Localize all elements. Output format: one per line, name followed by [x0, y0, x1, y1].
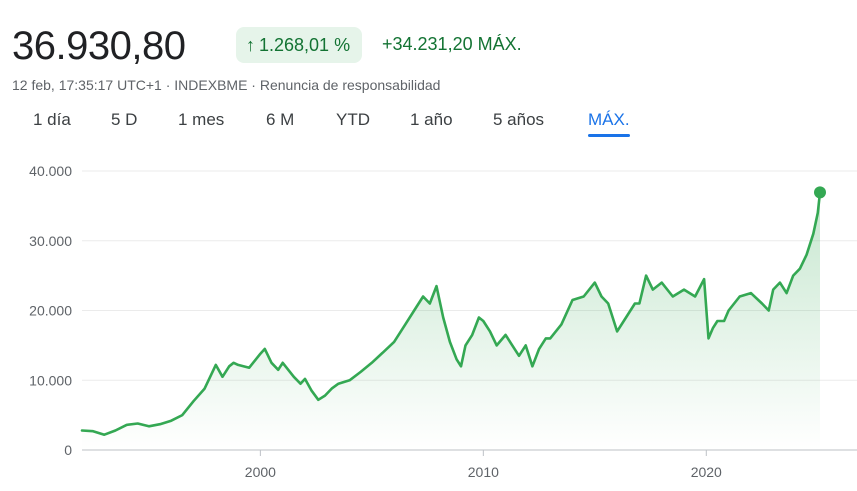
y-tick-label: 40.000	[29, 163, 72, 179]
tab-1-day[interactable]: 1 día	[33, 110, 71, 129]
tab-6-months[interactable]: 6 M	[266, 110, 295, 129]
y-tick-label: 10.000	[29, 372, 72, 388]
change-absolute: +34.231,20 MÁX.	[382, 34, 522, 54]
x-tick-label: 2010	[468, 464, 499, 480]
tab-1-year[interactable]: 1 año	[410, 110, 453, 129]
y-tick-label: 0	[64, 442, 72, 458]
y-tick-label: 20.000	[29, 303, 72, 319]
price-area-fill	[82, 192, 820, 450]
disclaimer-link[interactable]: Renuncia de responsabilidad	[259, 77, 441, 93]
x-tick-label: 2000	[245, 464, 276, 480]
exchange-name: INDEXBME	[174, 77, 248, 93]
current-price-point[interactable]	[814, 186, 826, 199]
current-price: 36.930,80	[12, 24, 186, 68]
price-line	[80, 191, 822, 436]
change-percent-badge: ↑ 1.268,01 %	[236, 27, 363, 63]
tab-1-month[interactable]: 1 mes	[178, 110, 225, 129]
tab-max[interactable]: MÁX.	[588, 110, 630, 129]
y-axis-labels: 0 10.000 20.000 30.000 40.000	[29, 163, 72, 458]
price-chart: 0 10.000 20.000 30.000 40.000 2000 2010 2020	[29, 163, 857, 480]
x-axis-ticks	[259, 450, 707, 456]
active-tab-indicator	[588, 134, 630, 137]
meta-separator: ·	[247, 77, 260, 93]
tab-5-years[interactable]: 5 años	[493, 110, 545, 129]
quote-timestamp: 12 feb, 17:35:17 UTC+1	[12, 77, 162, 93]
range-tabs: 1 día 5 D 1 mes 6 M YTD 1 año 5 años MÁX…	[0, 106, 857, 140]
tab-ytd[interactable]: YTD	[336, 110, 370, 129]
arrow-up-icon: ↑	[246, 34, 255, 55]
quote-meta: 12 feb, 17:35:17 UTC+1 · INDEXBME · Renu…	[12, 77, 440, 93]
y-tick-label: 30.000	[29, 233, 72, 249]
meta-separator: ·	[161, 77, 175, 93]
change-percent-value: 1.268,01 %	[259, 34, 351, 55]
x-axis-labels: 2000 2010 2020	[245, 464, 722, 480]
tab-5-days[interactable]: 5 D	[111, 110, 138, 129]
x-tick-label: 2020	[691, 464, 722, 480]
